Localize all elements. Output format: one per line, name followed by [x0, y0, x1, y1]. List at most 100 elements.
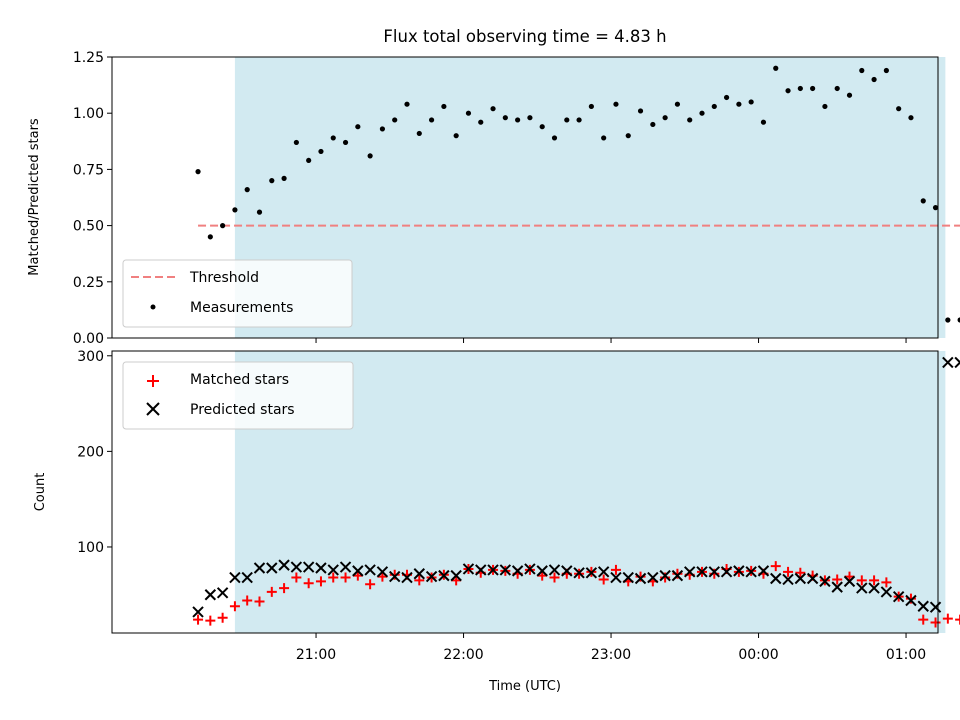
measurement-point — [515, 117, 521, 123]
measurement-point — [527, 115, 533, 121]
measurement-point — [490, 106, 496, 112]
measurement-point — [687, 117, 693, 123]
measurement-point — [293, 139, 299, 146]
predicted-star-point — [290, 561, 303, 573]
predicted-star-point — [278, 559, 290, 571]
measurement-point — [896, 106, 902, 112]
predicted-star-point — [229, 571, 241, 584]
measurement-point — [859, 67, 865, 74]
measurement-point — [723, 94, 730, 101]
measurement-point — [281, 175, 287, 181]
matched-star-point — [598, 574, 609, 585]
matched-star-point — [414, 575, 425, 586]
observing-window-top — [234, 57, 946, 338]
matched-star-point — [795, 567, 806, 578]
measurement-point — [342, 139, 349, 146]
measurement-point — [736, 101, 742, 107]
observing-window-shade-top — [234, 57, 946, 338]
matched-star-point — [770, 561, 781, 572]
bottom-plot-axes: 100 200 300 21:00 22:00 23:00 00:00 01:00 — [77, 349, 926, 663]
predicted-star-point — [745, 566, 757, 578]
measurement-point — [306, 157, 312, 164]
measurement-point — [871, 76, 877, 83]
predicted-star-point — [819, 575, 831, 588]
predicted-star-point — [622, 571, 634, 584]
measurement-point — [539, 124, 545, 130]
matched-star-point — [193, 614, 204, 625]
threshold-legend-label: Threshold — [189, 270, 259, 286]
matched-star-point — [832, 574, 843, 585]
predicted-star-point — [684, 566, 696, 578]
predicted-star-point — [597, 566, 610, 578]
predicted-star-point — [770, 572, 782, 585]
predicted-star-point — [192, 606, 204, 618]
top-legend-box — [122, 259, 353, 328]
x-tick-label: 00:00 — [738, 647, 778, 663]
predicted-stars-legend-swatch — [146, 402, 160, 416]
matched-star-point — [389, 569, 400, 580]
measurement-point — [797, 85, 803, 92]
predicted-star-point — [241, 571, 253, 584]
measurement-point — [576, 117, 582, 123]
measurement-point — [367, 153, 373, 159]
predicted-star-point — [352, 565, 364, 577]
x-axis-label: Time (UTC) — [488, 679, 561, 694]
predicted-star-point — [327, 564, 339, 576]
measurement-point — [441, 103, 447, 110]
measurement-point — [220, 223, 226, 229]
measurement-point — [207, 234, 213, 240]
bottom-plot-frame — [111, 350, 939, 634]
predicted-star-point — [561, 565, 573, 577]
matched-star-point — [537, 570, 548, 581]
matched-star-point — [291, 572, 302, 583]
matched-star-point — [672, 568, 683, 579]
top-legend: Threshold Measurements — [122, 259, 353, 328]
measurement-point — [465, 110, 472, 116]
measurement-point — [269, 178, 275, 184]
predicted-stars-legend-label: Predicted stars — [190, 402, 295, 418]
measurement-point — [785, 88, 791, 94]
matched-star-point — [242, 595, 253, 606]
chart-title: Flux total observing time = 4.83 h — [383, 27, 666, 46]
bottom-legend: Matched stars Predicted stars — [122, 361, 354, 430]
predicted-star-point — [438, 569, 450, 582]
measurement-point — [502, 115, 508, 121]
predicted-star-point — [708, 566, 720, 578]
measurement-point — [920, 198, 926, 204]
measurement-point — [662, 115, 668, 121]
matched-stars-legend-label: Matched stars — [190, 372, 289, 388]
measurement-point — [908, 115, 914, 121]
matched-star-point — [709, 568, 720, 579]
predicted-star-point — [462, 563, 475, 575]
matched-star-point — [930, 617, 941, 628]
predicted-star-point — [671, 569, 684, 582]
predicted-star-point — [806, 572, 819, 585]
top-plot-frame — [111, 56, 939, 339]
predicted-star-point — [659, 569, 671, 582]
top-y-tick-label: 1.00 — [73, 106, 104, 122]
matched-star-point — [635, 571, 646, 582]
predicted-star-point — [339, 561, 352, 573]
predicted-star-point — [216, 587, 229, 599]
predicted-star-point — [929, 601, 942, 613]
measurement-point — [416, 130, 422, 137]
measurement-point — [650, 121, 656, 128]
measurement-point — [625, 133, 631, 139]
predicted-star-point — [831, 581, 843, 593]
matched-star-point — [217, 612, 228, 623]
bottom-plot-marks — [192, 356, 960, 628]
top-y-tick-label: 0.75 — [73, 162, 104, 178]
predicted-star-point — [954, 356, 960, 369]
bottom-legend-box — [122, 361, 354, 430]
top-plot-axes: 0.00 0.25 0.50 0.75 1.00 1.25 — [73, 50, 907, 347]
measurement-point — [957, 317, 960, 323]
predicted-star-point — [843, 575, 856, 588]
measurement-point — [883, 67, 889, 74]
predicted-star-point — [794, 572, 807, 585]
matched-star-point — [229, 601, 240, 612]
predicted-star-point — [389, 570, 401, 583]
measurement-point — [404, 101, 410, 107]
predicted-star-point — [892, 590, 905, 603]
measurement-point — [478, 119, 484, 125]
x-tick-label: 23:00 — [591, 647, 631, 663]
